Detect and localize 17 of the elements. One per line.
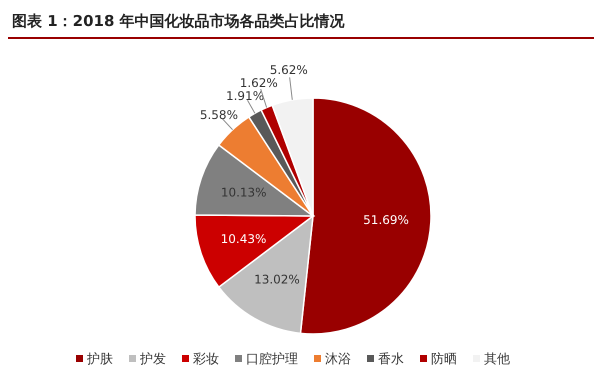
legend-label: 护肤 (87, 352, 113, 367)
data-label: 51.69% (363, 212, 409, 227)
data-label: 1.62% (240, 76, 278, 90)
legend-label: 香水 (378, 352, 404, 367)
legend-label: 防晒 (431, 352, 457, 367)
data-label: 10.43% (220, 232, 266, 246)
legend-label: 彩妆 (193, 352, 219, 367)
data-label: 1.91% (226, 88, 264, 103)
data-label: 13.02% (254, 272, 300, 287)
data-label: 5.58% (200, 108, 238, 122)
legend-label: 口腔护理 (246, 352, 298, 367)
data-label: 10.13% (220, 186, 267, 200)
legend-label: 沐浴 (325, 352, 351, 367)
legend-label: 其他 (484, 352, 510, 367)
data-label: 5.62% (270, 62, 308, 77)
chart-title: 图表 1：2018 年中国化妆品市场各品类占比情况 (8, 8, 594, 39)
legend-label: 护发 (140, 352, 166, 367)
